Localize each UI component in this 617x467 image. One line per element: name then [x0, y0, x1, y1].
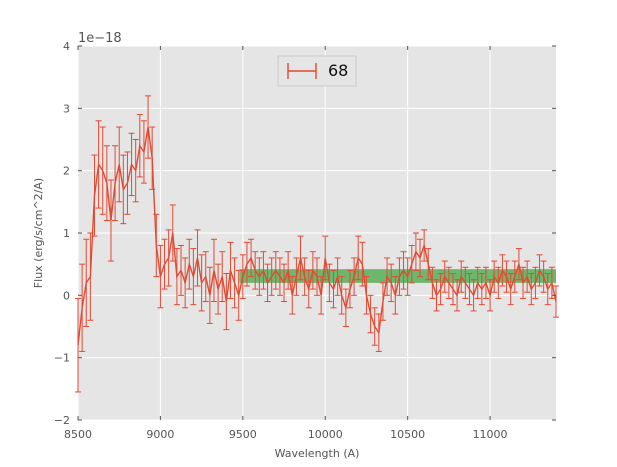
- x-tick-label: 9500: [229, 428, 257, 441]
- grid-lines: [77, 45, 556, 421]
- highlight-band-rect: [239, 269, 556, 283]
- series-line-group: [77, 126, 557, 346]
- y-tick-label: −1: [54, 352, 70, 365]
- series-line: [77, 126, 557, 346]
- x-tick-label: 10500: [390, 428, 425, 441]
- axis-ticks: [77, 45, 556, 421]
- x-tick-label: 10000: [308, 428, 343, 441]
- legend-symbol: [287, 63, 317, 79]
- x-tick-label: 8500: [64, 428, 92, 441]
- y-tick-label: 4: [63, 40, 70, 53]
- y-offset-label: 1e−18: [78, 31, 122, 46]
- legend-label: 68: [328, 61, 348, 80]
- highlight-band: [239, 269, 556, 283]
- y-axis-label: Flux (erg/s/cm^2/A): [32, 178, 45, 288]
- y-tick-label: 0: [63, 289, 70, 302]
- x-tick-label: 9000: [146, 428, 174, 441]
- y-tick-label: 1: [63, 227, 70, 240]
- y-tick-label: −2: [54, 414, 70, 427]
- y-tick-label: 2: [63, 165, 70, 178]
- legend: 68: [277, 55, 357, 87]
- x-axis-label: Wavelength (A): [275, 447, 360, 460]
- tick-labels: 8500 9000 9500 10000 10500 11000 −2 −1 0 1 2 3 4: [54, 40, 508, 441]
- y-tick-label: 3: [63, 102, 70, 115]
- x-tick-label: 11000: [473, 428, 508, 441]
